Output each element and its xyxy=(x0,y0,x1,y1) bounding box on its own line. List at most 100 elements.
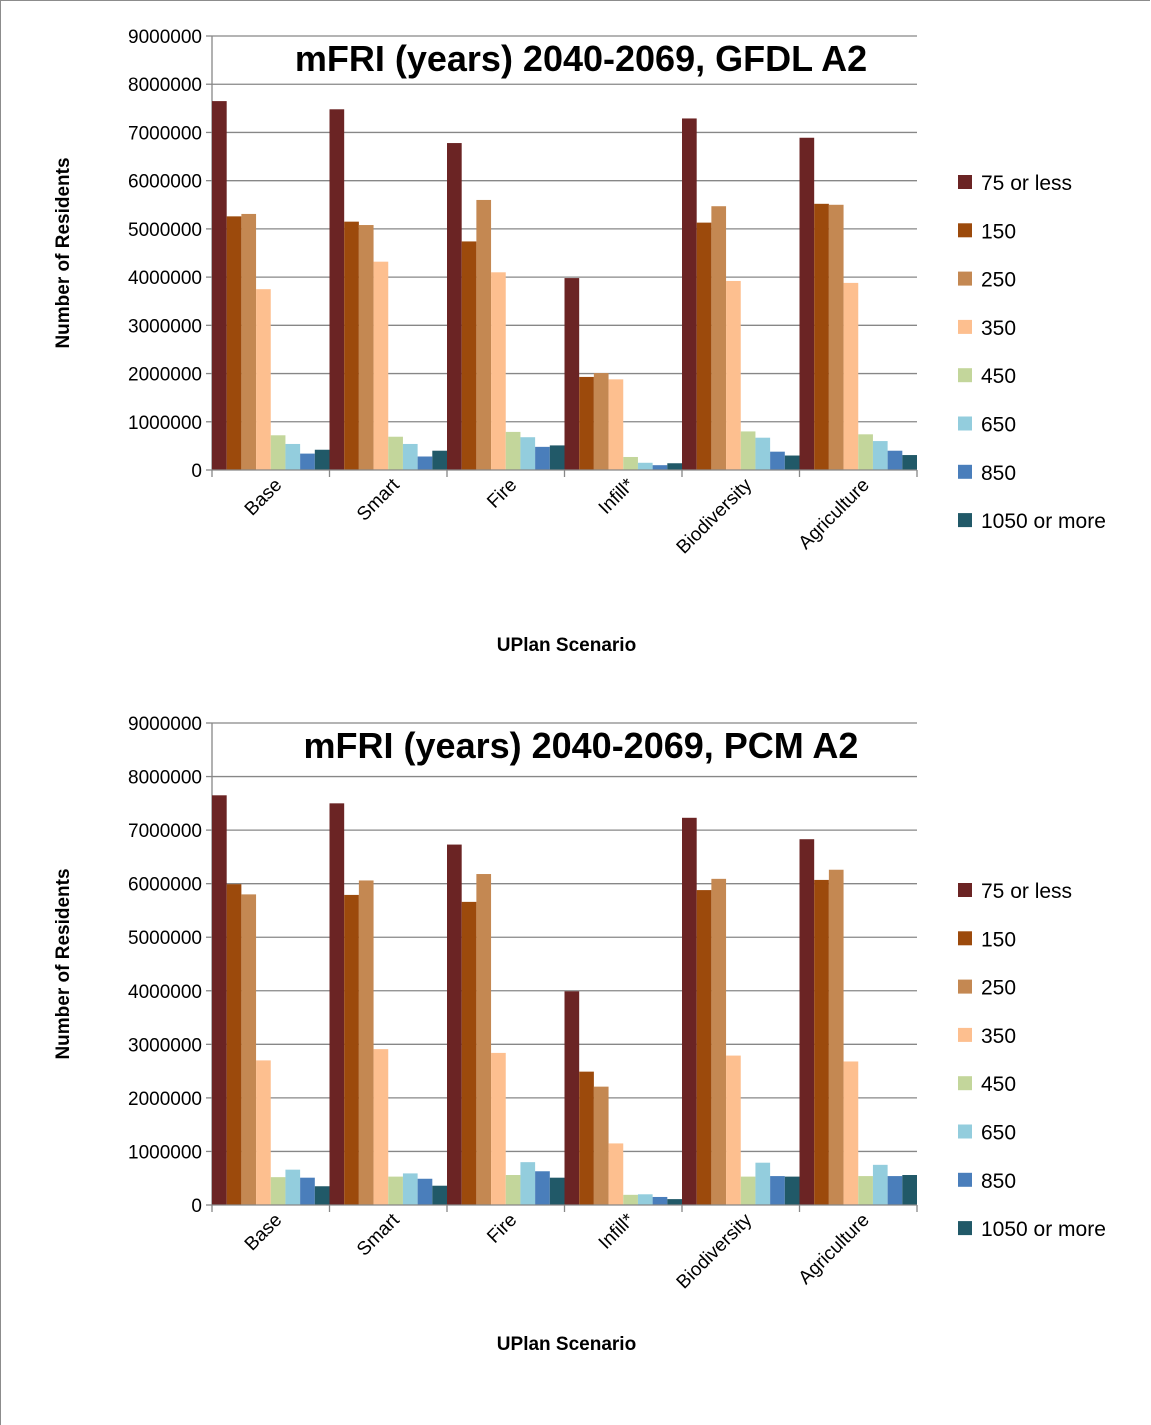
legend-label: 650 xyxy=(981,414,1016,437)
bar xyxy=(358,880,374,1205)
bar xyxy=(667,463,682,470)
bar xyxy=(388,1176,403,1205)
legend-label: 1050 or more xyxy=(981,1218,1106,1241)
y-tick-label: 9000000 xyxy=(128,27,202,48)
bar xyxy=(549,1177,565,1205)
bar xyxy=(447,844,462,1205)
bar xyxy=(432,1185,447,1205)
bar xyxy=(329,109,345,470)
legend-label: 75 or less xyxy=(981,880,1072,903)
bar xyxy=(843,1061,859,1205)
y-tick-label: 7000000 xyxy=(128,821,202,842)
legend-label: 650 xyxy=(981,1122,1016,1145)
bar xyxy=(520,1162,536,1205)
bar xyxy=(711,206,727,471)
bar xyxy=(755,1162,771,1205)
bar xyxy=(505,1175,521,1205)
bar xyxy=(770,1176,785,1205)
legend-label: 150 xyxy=(981,928,1016,951)
bar xyxy=(828,869,844,1205)
legend-label: 850 xyxy=(981,1170,1016,1193)
bar xyxy=(417,456,433,470)
bar xyxy=(682,118,697,471)
bar xyxy=(579,376,594,470)
bar xyxy=(652,465,668,470)
chart-gfdl: 0 1000000 2000000 3000000 4000000 5000000 6000… xyxy=(53,27,1106,656)
chart-title: mFRI (years) 2040-2069, PCM A2 xyxy=(304,725,859,766)
bar xyxy=(784,1176,800,1205)
y-tick-label: 8000000 xyxy=(128,768,202,789)
legend-label: 850 xyxy=(981,462,1016,485)
bar xyxy=(270,435,286,470)
bar xyxy=(828,204,844,470)
bar xyxy=(344,894,359,1205)
x-axis-title: UPlan Scenario xyxy=(497,635,636,656)
chart-panel-pcm: 0 1000000 2000000 3000000 4000000 5000000 6000… xyxy=(0,692,1150,1425)
bar xyxy=(784,455,800,470)
bar xyxy=(314,449,330,470)
bar xyxy=(270,1177,286,1205)
bar xyxy=(329,803,345,1205)
bar xyxy=(520,437,536,470)
legend-label: 150 xyxy=(981,220,1016,243)
y-tick-label: 6000000 xyxy=(128,172,202,193)
legend-label: 75 or less xyxy=(981,172,1072,195)
chart-panel-gfdl: 0 1000000 2000000 3000000 4000000 5000000 6000… xyxy=(0,0,1150,693)
bar xyxy=(593,1086,609,1205)
bar xyxy=(608,379,624,470)
x-category-label: Base xyxy=(241,475,286,520)
y-tick-label: 4000000 xyxy=(128,268,202,289)
x-category-label: Base xyxy=(241,1210,286,1255)
y-tick-label: 6000000 xyxy=(128,875,202,896)
x-category-label: Agriculture xyxy=(795,1210,874,1289)
legend-label: 450 xyxy=(981,1073,1016,1096)
bar xyxy=(241,213,257,470)
y-tick-label: 3000000 xyxy=(128,1035,202,1056)
legend-swatch xyxy=(958,416,972,431)
bar xyxy=(814,879,829,1205)
bar xyxy=(402,1173,418,1205)
bar xyxy=(564,278,580,470)
bar xyxy=(241,894,257,1205)
legend-label: 450 xyxy=(981,365,1016,388)
chart-title: mFRI (years) 2040-2069, GFDL A2 xyxy=(295,38,867,79)
x-category-label: Fire xyxy=(483,1210,521,1248)
bar xyxy=(902,455,917,470)
legend-swatch xyxy=(958,513,972,528)
y-tick-label: 1000000 xyxy=(128,1142,202,1163)
bar xyxy=(726,280,741,470)
bar xyxy=(447,143,462,470)
bar xyxy=(476,199,492,470)
legend-swatch xyxy=(958,1076,972,1091)
legend-swatch xyxy=(958,223,972,238)
bar xyxy=(505,431,521,470)
legend-swatch xyxy=(958,319,972,334)
bar xyxy=(300,453,315,470)
bar xyxy=(373,261,389,470)
legend-label: 350 xyxy=(981,1025,1016,1048)
bar xyxy=(740,431,756,470)
bar xyxy=(226,884,242,1205)
x-category-label: Fire xyxy=(483,475,521,513)
legend-label: 250 xyxy=(981,269,1016,292)
bar xyxy=(858,1176,873,1205)
x-category-label: Smart xyxy=(353,1209,404,1260)
bar xyxy=(696,890,712,1205)
chart-pcm: 0 1000000 2000000 3000000 4000000 5000000 6000… xyxy=(53,714,1106,1355)
bar xyxy=(300,1177,315,1205)
legend-swatch xyxy=(958,1124,972,1139)
bar xyxy=(770,451,785,470)
bar xyxy=(843,282,859,470)
bar xyxy=(623,1194,638,1205)
bar xyxy=(564,991,580,1205)
x-category-label: Infill* xyxy=(595,1209,639,1253)
bar xyxy=(212,795,227,1205)
bar xyxy=(726,1055,741,1205)
y-tick-label: 5000000 xyxy=(128,220,202,241)
bar xyxy=(549,445,565,470)
x-category-label: Biodiversity xyxy=(673,1209,757,1293)
bar xyxy=(256,1060,271,1205)
bar xyxy=(535,446,550,470)
bar xyxy=(285,443,301,470)
y-tick-label: 4000000 xyxy=(128,982,202,1003)
